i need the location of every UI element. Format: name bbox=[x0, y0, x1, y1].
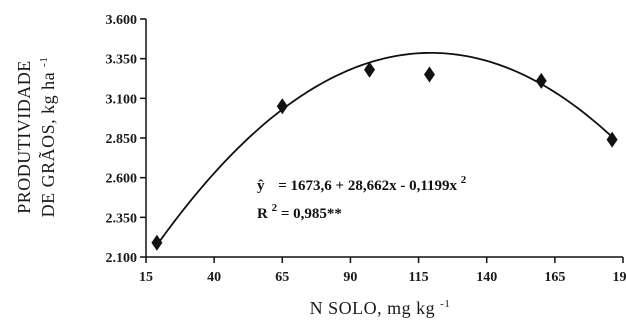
x-tick-label: 40 bbox=[207, 270, 221, 285]
y-tick-label: 3.100 bbox=[106, 92, 138, 107]
y-tick-label: 3.350 bbox=[106, 53, 138, 68]
y-tick-label: 2.100 bbox=[106, 251, 138, 266]
x-axis-title: N SOLO, mg kg -1 bbox=[310, 298, 451, 318]
diamond-marker bbox=[276, 98, 288, 115]
y-tick-label: 2.350 bbox=[106, 211, 138, 226]
equation-annotation: ŷ = 1673,6 + 28,662x - 0,1199x 2 bbox=[257, 174, 467, 194]
x-tick-label: 190 bbox=[613, 270, 626, 285]
x-tick-label: 90 bbox=[343, 270, 357, 285]
r-squared-annotation: R 2 = 0,985** bbox=[257, 199, 342, 222]
y-axis: 2.100 2.350 2.600 2.850 3.100 3.350 3.600 bbox=[106, 13, 147, 266]
x-tick-label: 165 bbox=[544, 270, 565, 285]
diamond-marker bbox=[606, 131, 618, 148]
x-axis: 15 40 65 90 115 140 165 190 bbox=[139, 256, 626, 285]
y-axis-label-line2-text: DE GRÃOS, kg ha bbox=[37, 72, 58, 218]
y-axis-title: PRODUTIVIDADE DE GRÃOS, kg ha -1 bbox=[14, 57, 58, 218]
r2-value: = 0,985** bbox=[281, 206, 342, 222]
diamond-marker bbox=[151, 234, 163, 251]
r2-label: R bbox=[257, 206, 268, 222]
y-tick-label: 2.600 bbox=[106, 172, 138, 187]
data-points bbox=[151, 61, 618, 251]
x-tick-label: 115 bbox=[408, 270, 428, 285]
y-axis-label-line1: PRODUTIVIDADE bbox=[14, 60, 34, 214]
x-axis-label: N SOLO, mg kg bbox=[310, 298, 436, 318]
y-tick-label: 2.850 bbox=[106, 132, 138, 147]
x-tick-label: 15 bbox=[139, 270, 153, 285]
y-hat: ŷ bbox=[257, 178, 265, 194]
y-tick-label: 3.600 bbox=[106, 13, 138, 28]
x-tick-label: 65 bbox=[275, 270, 289, 285]
y-axis-label-line2: DE GRÃOS, kg ha -1 bbox=[37, 57, 58, 218]
r2-exponent: 2 bbox=[272, 202, 278, 214]
x-tick-label: 140 bbox=[476, 270, 497, 285]
equation-rhs: = 1673,6 + 28,662x - 0,1199x bbox=[278, 178, 457, 194]
diamond-marker bbox=[535, 72, 547, 89]
diamond-marker bbox=[364, 61, 376, 78]
diamond-marker bbox=[423, 66, 435, 83]
equation-exponent: 2 bbox=[461, 174, 467, 186]
x-axis-label-exponent: -1 bbox=[440, 298, 450, 310]
y-axis-label-exponent: -1 bbox=[38, 57, 50, 67]
